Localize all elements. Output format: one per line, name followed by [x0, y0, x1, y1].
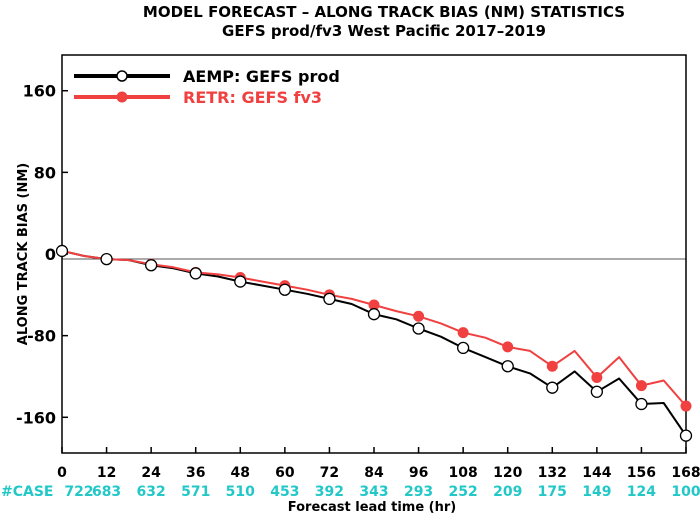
x-tick-label: 156 — [627, 465, 656, 481]
case-count: 149 — [582, 484, 611, 500]
case-count: 392 — [315, 484, 344, 500]
series-lines — [61, 249, 687, 437]
data-point — [502, 341, 514, 353]
case-count: 510 — [226, 484, 255, 500]
data-point — [456, 341, 470, 355]
data-point — [412, 322, 425, 335]
case-count: 343 — [359, 484, 388, 500]
data-point — [278, 283, 292, 296]
case-count: 100 — [671, 484, 700, 500]
y-tick-label: 80 — [34, 163, 56, 182]
case-count: 571 — [181, 484, 210, 500]
data-point — [546, 381, 559, 394]
data-point — [189, 267, 202, 280]
data-point — [413, 310, 425, 322]
x-tick-label: 168 — [671, 465, 700, 481]
x-tick-label: 12 — [97, 465, 116, 481]
data-point — [635, 397, 648, 411]
y-axis-label: ALONG TRACK BIAS (NM) — [16, 163, 31, 345]
x-tick-label: 48 — [231, 465, 250, 481]
case-count: 453 — [270, 484, 299, 500]
x-axis-label: Forecast lead time (hr) — [288, 500, 456, 514]
series-line — [61, 249, 687, 437]
x-tick-label: 84 — [364, 465, 384, 481]
x-tick-label: 24 — [141, 465, 161, 481]
x-tick-label: 96 — [409, 465, 428, 481]
data-point — [234, 275, 247, 288]
series-markers — [55, 244, 693, 442]
case-count: 209 — [493, 484, 522, 500]
y-tick-label: 160 — [23, 82, 56, 101]
data-point — [590, 385, 604, 398]
case-count: 293 — [404, 484, 433, 500]
legend-label-aemp: AEMP: GEFS prod — [183, 67, 340, 86]
series-line — [61, 249, 687, 407]
case-count: 722 — [64, 484, 93, 500]
x-tick-label: 36 — [186, 465, 205, 481]
data-point — [367, 308, 381, 321]
case-count: 683 — [92, 484, 121, 500]
case-count: 252 — [449, 484, 478, 500]
x-tick-label: 60 — [275, 465, 295, 481]
axes: -160 -80 0 80 160 0 12 24 36 48 60 72 84 96 108 120 132 1… — [16, 82, 700, 481]
data-point — [501, 360, 514, 373]
y-tick-label: 0 — [45, 245, 56, 264]
data-point — [55, 244, 69, 258]
legend-marker-retr — [116, 91, 128, 103]
data-point — [591, 371, 603, 383]
data-point — [144, 259, 158, 272]
data-point — [100, 252, 113, 266]
legend-marker-aemp — [116, 70, 128, 82]
x-tick-label: 0 — [57, 465, 67, 481]
x-tick-label: 72 — [320, 465, 339, 481]
case-count: 632 — [137, 484, 166, 500]
data-point — [635, 380, 647, 392]
y-tick-label: -80 — [27, 327, 56, 346]
chart-title: MODEL FORECAST – ALONG TRACK BIAS (NM) S… — [143, 3, 625, 21]
data-point — [323, 292, 336, 306]
data-point — [680, 400, 692, 412]
chart-subtitle: GEFS prod/fv3 West Pacific 2017–2019 — [222, 22, 546, 40]
data-point — [679, 429, 693, 442]
legend-label-retr: RETR: GEFS fv3 — [183, 88, 322, 107]
x-tick-label: 120 — [493, 465, 522, 481]
case-label: #CASE — [1, 484, 54, 500]
legend: AEMP: GEFS prod RETR: GEFS fv3 — [74, 67, 340, 107]
x-tick-label: 108 — [449, 465, 478, 481]
x-tick-label: 132 — [538, 465, 567, 481]
y-tick-label: -160 — [16, 408, 56, 427]
case-count: 175 — [538, 484, 567, 500]
data-point — [457, 327, 469, 339]
case-count: 124 — [627, 484, 656, 500]
data-point — [546, 360, 558, 372]
x-tick-label: 144 — [582, 465, 611, 481]
